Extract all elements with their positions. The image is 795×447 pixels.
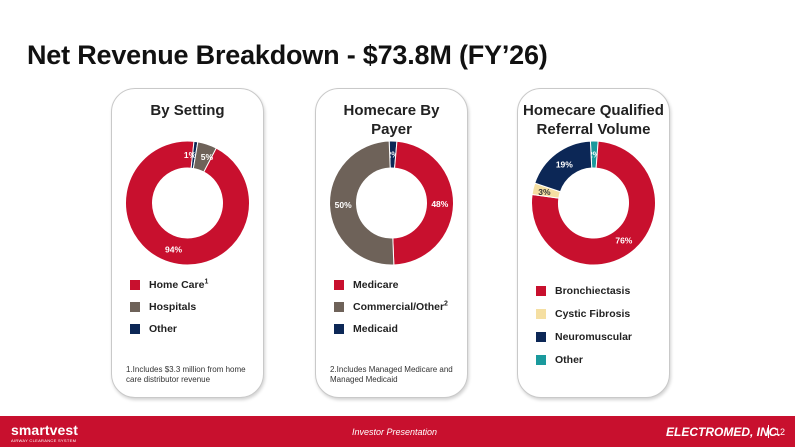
data-label-home-care: 94% (165, 244, 182, 254)
data-label-medicaid: 2% (387, 150, 400, 160)
legend-swatch (334, 280, 344, 290)
legend: Medicare Commercial/Other2 Medicaid (334, 279, 448, 335)
page-title: Net Revenue Breakdown - $73.8M (FY’26) (27, 40, 548, 70)
legend-swatch (536, 332, 546, 342)
legend-swatch (334, 302, 344, 312)
legend-label: Hospitals (149, 301, 197, 313)
legend: Home Care1 Hospitals Other (130, 279, 208, 335)
data-label-hospitals: 5% (201, 152, 214, 162)
legend-label: Bronchiectasis (555, 285, 631, 297)
panel-title-line: Payer (371, 121, 412, 138)
legend-swatch (536, 355, 546, 365)
data-label-commercial-other: 50% (335, 200, 352, 210)
data-label-bronchiectasis: 76% (615, 236, 632, 246)
legend-item-hospitals: Hospitals (130, 301, 208, 313)
slice-neuromuscular (534, 141, 593, 193)
panel-homecare-by-payer: Homecare By Payer 2% 48% 50% Medicare Comm… (315, 88, 468, 398)
legend-label: Medicare (353, 279, 399, 291)
slice-commercial-other (329, 141, 395, 266)
legend-label: Other (555, 354, 584, 366)
legend-item-home-care: Home Care1 (130, 279, 208, 291)
legend-item-commercial-other: Commercial/Other2 (334, 301, 448, 313)
smartvest-logo: smartvest (11, 422, 79, 438)
smartvest-tagline: AIRWAY CLEARANCE SYSTEM (11, 438, 77, 443)
slice-hospitals (192, 141, 217, 173)
legend-label: Home Care1 (149, 278, 209, 292)
legend-swatch (130, 302, 140, 312)
panel-title-line: Homecare By (343, 102, 440, 119)
footer-caption: Investor Presentation (352, 427, 438, 437)
electromed-logo: ELECTROMED, INC. (666, 425, 781, 439)
panel-title: Homecare Qualified Referral Volume (518, 101, 669, 139)
legend-item-medicaid: Medicaid (334, 323, 448, 335)
legend-item-medicare: Medicare (334, 279, 448, 291)
legend-swatch (536, 309, 546, 319)
legend-swatch (334, 324, 344, 334)
legend-item-neuromuscular: Neuromuscular (536, 331, 632, 343)
data-label-other: 1% (184, 150, 197, 160)
panel-title: By Setting (112, 101, 263, 120)
slice-home-care (125, 141, 250, 266)
footer-divider (768, 425, 769, 438)
panel-title-line: Homecare Qualified (523, 102, 664, 119)
donut-chart-by-setting: 94% 1% 5% (125, 141, 250, 266)
slice-medicare (392, 141, 454, 266)
footnote: 1.Includes $3.3 million from home care d… (126, 365, 246, 384)
data-label-other: 2% (588, 150, 601, 160)
panel-homecare-qualified-referral-volume: Homecare Qualified Referral Volume 2% 76%… (517, 88, 670, 398)
legend-item-other: Other (130, 323, 208, 335)
legend-item-cystic-fibrosis: Cystic Fibrosis (536, 308, 632, 320)
legend-label: Other (149, 323, 178, 335)
data-label-medicare: 48% (431, 199, 448, 209)
footnote: 2.Includes Managed Medicare and Managed … (330, 365, 453, 384)
panel-title-line: By Setting (150, 102, 225, 119)
legend-item-other: Other (536, 354, 632, 366)
data-label-neuromuscular: 19% (556, 159, 573, 169)
legend-item-bronchiectasis: Bronchiectasis (536, 285, 632, 297)
donut-chart-homecare-by-payer: 2% 48% 50% (329, 141, 454, 266)
legend-swatch (130, 324, 140, 334)
legend-label: Cystic Fibrosis (555, 308, 631, 320)
legend-swatch (130, 280, 140, 290)
panel-title-line: Referral Volume (536, 121, 651, 138)
panel-by-setting: By Setting 94% 1% 5% Home Care1 Hospitals … (111, 88, 264, 398)
panel-title: Homecare By Payer (316, 101, 467, 139)
legend-swatch (536, 286, 546, 296)
footer-bar: smartvest AIRWAY CLEARANCE SYSTEM Invest… (0, 416, 795, 447)
legend-label: Medicaid (353, 323, 398, 335)
legend: Bronchiectasis Cystic Fibrosis Neuromusc… (536, 285, 632, 366)
data-label-cystic-fibrosis: 3% (538, 187, 551, 197)
legend-label: Commercial/Other2 (353, 300, 448, 314)
page-number: 12 (775, 427, 786, 437)
legend-label: Neuromuscular (555, 331, 633, 343)
donut-chart-referral-volume: 2% 76% 3% 19% (531, 141, 656, 266)
slice-bronchiectasis (531, 141, 656, 266)
